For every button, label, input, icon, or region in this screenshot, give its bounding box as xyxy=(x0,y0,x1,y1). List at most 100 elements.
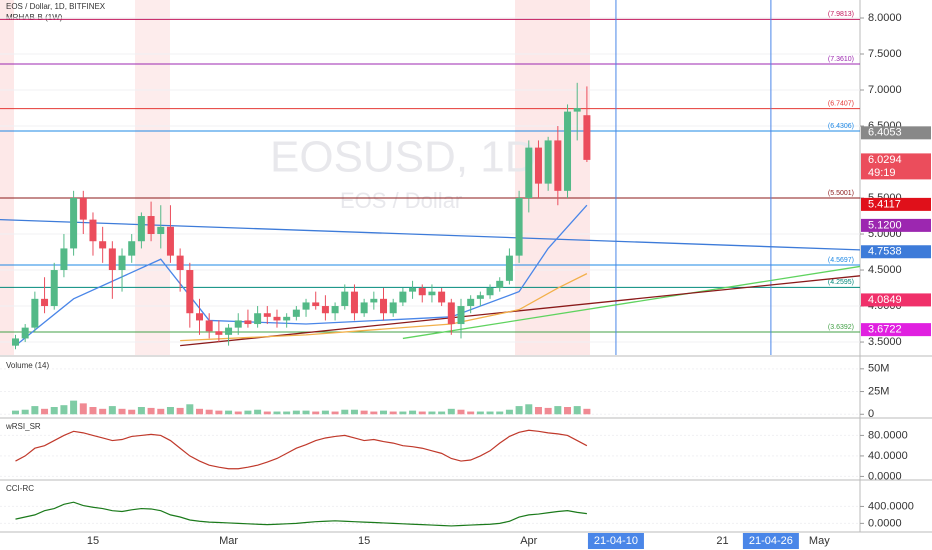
candle-body xyxy=(409,288,417,292)
volume-bar xyxy=(321,410,329,415)
volume-bar xyxy=(457,409,465,415)
trend-line xyxy=(15,204,588,347)
candle-body xyxy=(476,295,484,299)
date-badge-label: 21-04-10 xyxy=(594,535,638,547)
price-badge-timer: 49:19 xyxy=(868,167,896,179)
candle-body xyxy=(505,255,513,281)
trend-line xyxy=(402,265,861,340)
candle-body xyxy=(137,216,145,242)
volume-bar xyxy=(215,410,223,415)
candle-body xyxy=(467,298,475,307)
candle-body xyxy=(31,298,39,328)
y-tick-label: 80.0000 xyxy=(868,429,908,441)
candle-body xyxy=(554,140,562,191)
candle-body xyxy=(21,327,29,339)
price-badge xyxy=(861,323,931,337)
price-badge-label: 3.6722 xyxy=(868,324,902,336)
candle-body xyxy=(70,198,78,249)
candle-body xyxy=(544,140,552,184)
volume-bar xyxy=(118,408,126,415)
volume-bar xyxy=(525,404,533,415)
volume-bar xyxy=(380,410,388,415)
volume-bar xyxy=(205,409,213,415)
price-badge xyxy=(861,197,931,211)
volume-bar xyxy=(302,410,310,415)
y-tick-label: 0.0000 xyxy=(868,517,902,529)
volume-bar xyxy=(341,409,349,415)
candle-body xyxy=(389,302,397,314)
volume-bar xyxy=(283,411,291,415)
price-badge-label: 6.4053 xyxy=(868,127,902,139)
volume-bar xyxy=(225,410,233,415)
y-tick-label: 0.0000 xyxy=(868,470,902,482)
level-label: (4.5697) xyxy=(828,257,854,264)
y-tick-label: 40.0000 xyxy=(868,450,908,462)
candle-body xyxy=(525,147,533,199)
candle-body xyxy=(331,306,339,314)
x-tick-label: 15 xyxy=(87,535,99,547)
y-tick-label: 4.5000 xyxy=(868,264,902,276)
level-label: (3.6392) xyxy=(828,324,854,331)
candle-body xyxy=(457,306,465,325)
volume-bar xyxy=(360,410,368,415)
volume-bar xyxy=(196,408,204,415)
candle-body xyxy=(166,226,174,256)
price-badge xyxy=(861,126,931,140)
volume-bar xyxy=(438,411,446,415)
candle-body xyxy=(496,280,504,289)
volume-bar xyxy=(21,409,29,415)
candle-body xyxy=(41,298,49,307)
candle-body xyxy=(486,288,494,296)
candle-body xyxy=(302,302,310,310)
highlight-band xyxy=(135,0,170,355)
volume-bar xyxy=(244,410,252,415)
candle-body xyxy=(564,111,572,191)
candle-body xyxy=(360,302,368,314)
y-tick-label: 6.5000 xyxy=(868,120,902,132)
candle-body xyxy=(157,226,165,235)
volume-bar xyxy=(534,407,542,415)
price-badge-label: 5.4117 xyxy=(868,198,901,210)
y-tick-label: 0 xyxy=(868,408,874,420)
trend-line xyxy=(180,273,588,342)
candle-body xyxy=(234,320,242,328)
candle-body xyxy=(380,298,388,314)
volume-bar xyxy=(234,411,242,415)
volume-bar xyxy=(273,411,281,415)
candle-body xyxy=(205,320,213,332)
level-label: (6.7407) xyxy=(828,101,854,108)
volume-bar xyxy=(166,407,174,415)
trend-line xyxy=(180,275,861,347)
volume-bar xyxy=(476,411,484,415)
candle-body xyxy=(573,108,581,112)
price-badge-label: 4.7538 xyxy=(868,246,902,258)
candle-body xyxy=(273,316,281,321)
candle-body xyxy=(215,331,223,335)
pane-title: Volume (14) xyxy=(6,361,49,370)
price-badge-label: 4.0849 xyxy=(868,294,902,306)
candle-body xyxy=(50,270,58,307)
volume-bar xyxy=(467,411,475,415)
candle-body xyxy=(196,313,204,321)
x-tick-label: May xyxy=(809,535,830,547)
volume-bar xyxy=(31,406,39,415)
candle-body xyxy=(428,291,436,296)
volume-bar xyxy=(331,411,339,415)
watermark-sub: EOS / Dollar xyxy=(340,188,462,213)
volume-bar xyxy=(137,407,145,415)
candle-body xyxy=(11,338,19,346)
candle-body xyxy=(583,115,591,160)
candle-body xyxy=(263,313,271,317)
candle-body xyxy=(225,327,233,335)
candle-body xyxy=(438,291,446,303)
candle-body xyxy=(534,147,542,184)
highlight-band xyxy=(0,0,14,355)
candle-body xyxy=(341,291,349,307)
candle-body xyxy=(128,241,136,256)
volume-bar xyxy=(564,407,572,415)
volume-bar xyxy=(312,411,320,415)
volume-bar xyxy=(544,407,552,415)
x-tick-label: Apr xyxy=(520,535,537,547)
y-tick-label: 7.0000 xyxy=(868,84,902,96)
